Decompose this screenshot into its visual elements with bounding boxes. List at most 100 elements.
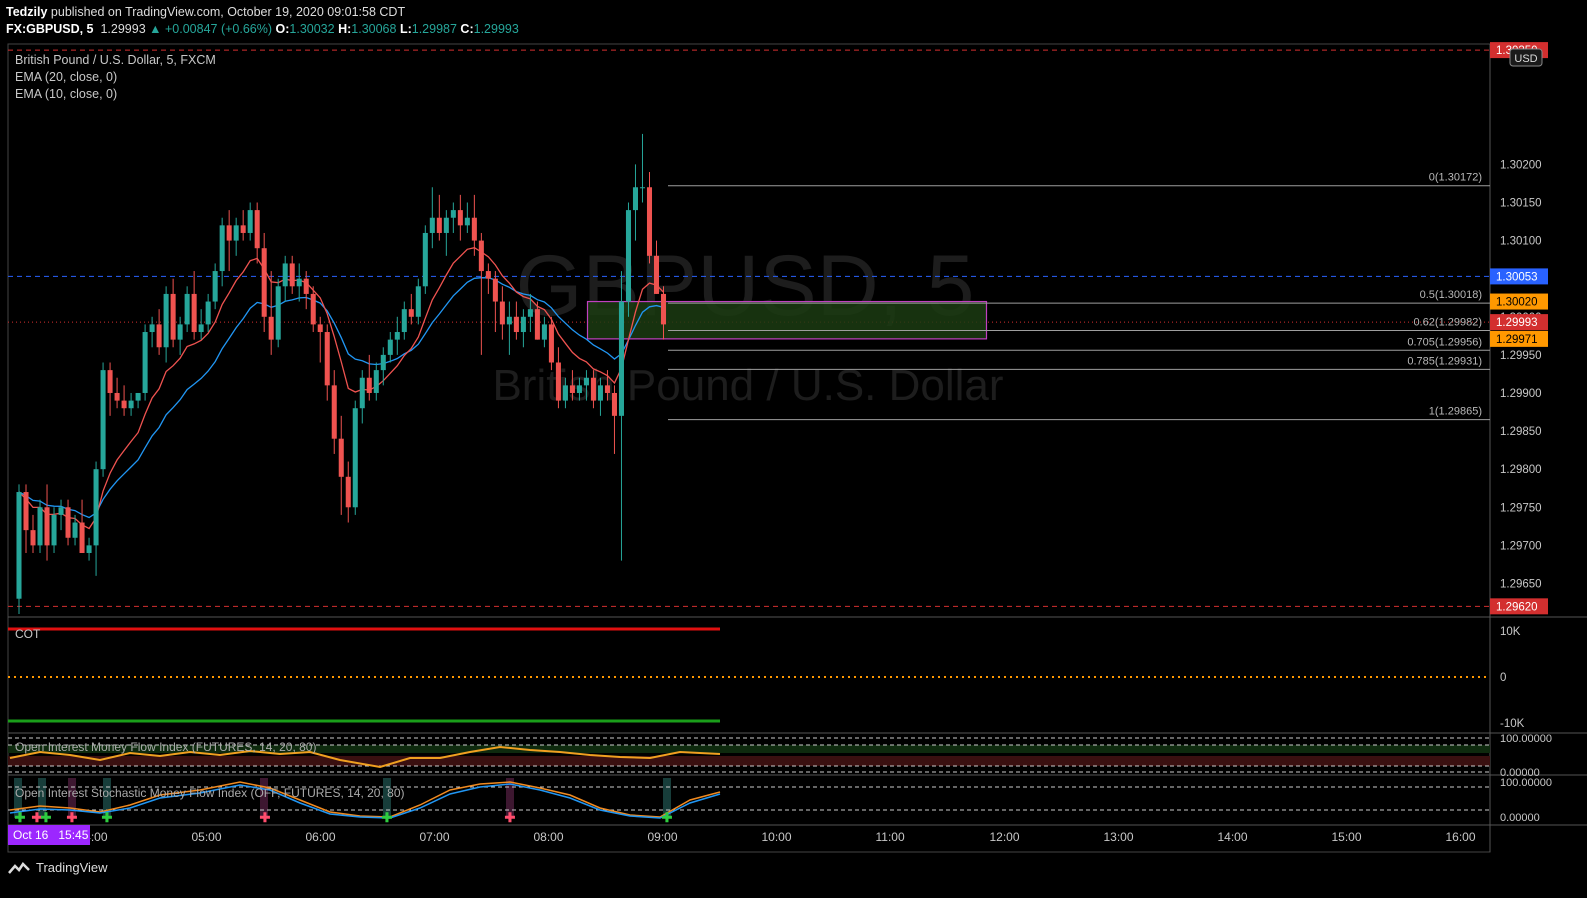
signal-cross-buy: ✚: [41, 810, 52, 825]
candle-body: [296, 278, 302, 287]
candle-body: [268, 316, 274, 340]
cot-title[interactable]: COT: [15, 627, 41, 641]
price-label-text: 1.29971: [1496, 334, 1538, 346]
ohlc-line: FX:GBPUSD, 5 1.29993 ▲ +0.00847 (+0.66%)…: [6, 22, 519, 36]
candle-body: [464, 217, 470, 226]
oismfi-title[interactable]: Open Interest Stochastic Money Flow Inde…: [15, 786, 404, 800]
brand-label: TradingView: [36, 860, 108, 875]
candle-body: [156, 324, 162, 348]
tradingview-brand[interactable]: TradingView: [8, 860, 108, 875]
open-value: 1.30032: [289, 22, 335, 36]
candle-body: [86, 545, 92, 553]
fib-label: 0(1.30172): [1429, 172, 1482, 184]
candle-body: [282, 263, 288, 287]
candle-body: [331, 385, 337, 439]
time-tick-label: 13:00: [1104, 830, 1134, 844]
fib-label: 0.705(1.29956): [1407, 336, 1482, 348]
price-tick-label: 1.29850: [1500, 426, 1542, 438]
candle-body: [443, 217, 449, 233]
tradingview-logo-icon: [8, 861, 30, 874]
candle-body: [492, 278, 498, 302]
ema10-line: [18, 247, 664, 530]
price-tick-label: 1.29650: [1500, 578, 1542, 590]
candle-body: [373, 370, 379, 393]
candle-body: [184, 293, 190, 325]
oismfi-line-k: [9, 781, 721, 818]
price-label-text: 1.29993: [1496, 317, 1538, 329]
candle-body: [632, 187, 639, 211]
time-tick-label: 05:00: [192, 830, 222, 844]
candle-body: [611, 392, 617, 416]
publish-info: Tedzily published on TradingView.com, Oc…: [6, 5, 405, 19]
legend-title[interactable]: British Pound / U.S. Dollar, 5, FXCM: [15, 53, 216, 67]
price-tick-label: 1.29750: [1500, 502, 1542, 514]
candle-body: [576, 385, 582, 393]
oismfi-bar: [663, 778, 671, 818]
price-tick-label: 1.29800: [1500, 464, 1542, 476]
candle-body: [219, 225, 225, 272]
candle-body: [254, 210, 260, 249]
time-tick-label: 11:00: [876, 830, 905, 844]
price-tick-label: 1.29900: [1500, 388, 1542, 400]
candle-body: [415, 286, 421, 317]
time-cursor-text: Oct 16 15:45: [13, 828, 89, 842]
legend-ema10[interactable]: EMA (10, close, 0): [15, 87, 117, 101]
oimfi-line: [9, 745, 721, 769]
candle-body: [149, 324, 155, 333]
candle-body: [289, 263, 295, 287]
signal-cross-buy: ✚: [15, 810, 26, 825]
candle-body: [422, 232, 428, 287]
candle-body: [618, 301, 624, 416]
symbol-label[interactable]: FX:GBPUSD, 5: [6, 22, 94, 36]
signal-cross-sell: ✚: [260, 810, 271, 825]
candle-body: [548, 324, 554, 363]
candle-body: [100, 370, 106, 470]
oismfi-bar: [506, 778, 514, 818]
candle-body: [562, 385, 568, 401]
candle-body: [660, 293, 667, 325]
candle-body: [310, 293, 316, 325]
candle-body: [653, 255, 660, 294]
candle-body: [555, 362, 561, 401]
candle-body: [534, 309, 540, 340]
candle-body: [58, 507, 64, 515]
time-tick-label: 15:00: [1332, 830, 1362, 844]
price-label-text: 1.30020: [1496, 297, 1538, 309]
time-tick-label: 06:00: [306, 830, 336, 844]
candle-body: [450, 210, 456, 218]
legend-ema20[interactable]: EMA (20, close, 0): [15, 70, 117, 84]
oimfi-lower-band: [8, 756, 1490, 766]
fib-label: 0.785(1.29931): [1407, 355, 1482, 367]
candle-body: [212, 271, 218, 302]
price-label-badge: [1490, 314, 1548, 331]
candle-body: [275, 286, 281, 340]
candle-body: [163, 293, 169, 348]
time-tick-label: 16:00: [1446, 830, 1476, 844]
candle-body: [177, 324, 183, 340]
candle-body: [198, 324, 204, 333]
time-tick-label: 12:00: [990, 830, 1020, 844]
chart-header: Tedzily published on TradingView.com, Oc…: [0, 0, 1587, 40]
candle-body: [499, 301, 505, 325]
currency-badge[interactable]: [1509, 48, 1543, 67]
candle-body: [37, 507, 43, 546]
candle-body: [317, 324, 323, 333]
oismfi-bar: [68, 778, 76, 818]
high-value: 1.30068: [351, 22, 397, 36]
candle-body: [16, 492, 22, 599]
time-cursor-label[interactable]: [8, 825, 90, 845]
candle-body: [387, 339, 393, 355]
signal-cross-sell: ✚: [67, 810, 78, 825]
close-value: 1.29993: [473, 22, 519, 36]
signal-cross-buy: ✚: [662, 810, 673, 825]
signal-cross-sell: ✚: [505, 810, 516, 825]
oimfi-title[interactable]: Open Interest Money Flow Index (FUTURES,…: [15, 740, 316, 754]
candle-body: [107, 370, 113, 393]
candle-body: [541, 324, 547, 340]
publisher-name[interactable]: Tedzily: [6, 5, 48, 19]
oismfi-bar: [38, 778, 46, 818]
candle-body: [590, 377, 596, 401]
watermark-name: British Pound / U.S. Dollar: [492, 361, 1003, 410]
published-line: published on TradingView.com, October 19…: [47, 5, 406, 19]
